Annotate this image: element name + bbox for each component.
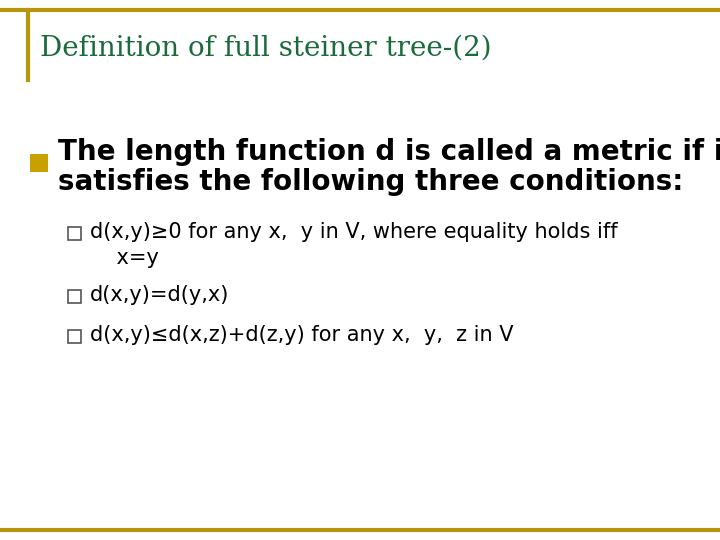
Bar [68, 330, 81, 343]
Text: Definition of full steiner tree-(2): Definition of full steiner tree-(2) [40, 35, 492, 62]
Text: x=y: x=y [90, 248, 159, 268]
Text: satisfies the following three conditions:: satisfies the following three conditions… [58, 168, 683, 196]
Text: The length function d is called a metric if it: The length function d is called a metric… [58, 138, 720, 166]
Bar [68, 290, 81, 303]
Bar [30, 154, 48, 172]
Text: d(x,y)≥0 for any x,  y in V, where equality holds iff: d(x,y)≥0 for any x, y in V, where equali… [90, 222, 618, 242]
Bar [68, 227, 81, 240]
Text: d(x,y)=d(y,x): d(x,y)=d(y,x) [90, 285, 230, 305]
Text: d(x,y)≤d(x,z)+d(z,y) for any x,  y,  z in V: d(x,y)≤d(x,z)+d(z,y) for any x, y, z in … [90, 325, 513, 345]
